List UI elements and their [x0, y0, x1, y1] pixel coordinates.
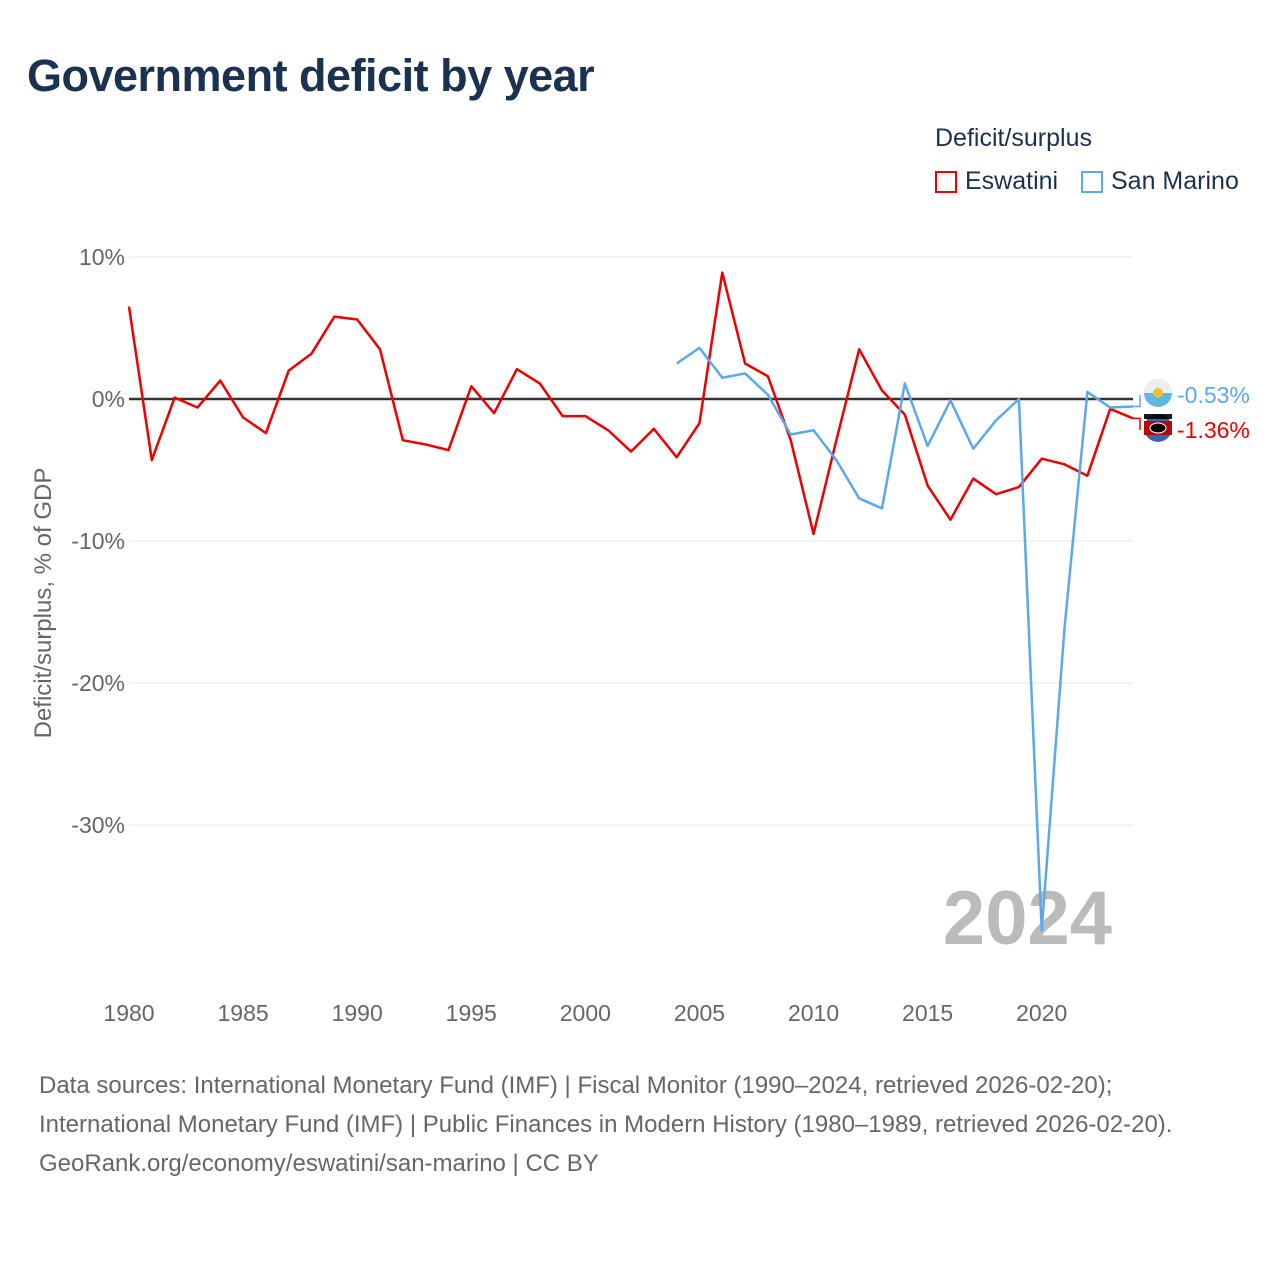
flag-eswatini-icon — [1144, 414, 1172, 442]
x-tick-label: 1995 — [446, 1000, 497, 1026]
x-tick-label: 2000 — [560, 1000, 611, 1026]
label-connector — [1133, 417, 1141, 430]
x-tick-label: 1990 — [332, 1000, 383, 1026]
y-tick-label: -30% — [71, 812, 125, 838]
y-tick-label: 0% — [92, 386, 125, 412]
source-text: Data sources: International Monetary Fun… — [39, 1072, 1173, 1138]
legend-title: Deficit/surplus — [935, 124, 1092, 152]
flag-san-marino-icon — [1144, 379, 1172, 407]
legend-item-san-marino[interactable]: San Marino — [1081, 167, 1239, 196]
source-note: Data sources: International Monetary Fun… — [39, 1066, 1249, 1183]
x-tick-label: 2015 — [902, 1000, 953, 1026]
x-tick-label: 2020 — [1016, 1000, 1067, 1026]
page-title: Government deficit by year — [27, 50, 595, 101]
legend-label-eswatini: Eswatini — [965, 167, 1059, 195]
line-chart: 10% 0% -10% -20% -30% 1980 1985 1990 1995 2000 200… — [30, 244, 1250, 1026]
x-tick-label: 1985 — [218, 1000, 269, 1026]
legend-label-san-marino: San Marino — [1111, 167, 1239, 195]
x-tick-label: 1980 — [103, 1000, 154, 1026]
y-tick-label: 10% — [79, 244, 125, 270]
year-watermark: 2024 — [943, 876, 1112, 961]
label-connector — [1133, 395, 1141, 408]
series-line-eswatini — [127, 271, 1134, 536]
x-tick-label: 2010 — [788, 1000, 839, 1026]
legend-swatch-eswatini — [935, 170, 957, 193]
y-axis-label: Deficit/surplus, % of GDP — [30, 468, 57, 739]
legend-item-eswatini[interactable]: Eswatini — [935, 167, 1058, 196]
legend-swatch-san-marino — [1081, 170, 1103, 193]
x-tick-label: 2005 — [674, 1000, 725, 1026]
source-link[interactable]: GeoRank.org/economy/eswatini/san-marino … — [39, 1150, 599, 1177]
series-line-san-marino — [675, 346, 1134, 932]
y-tick-label: -20% — [71, 670, 125, 696]
end-value-label: -0.53% — [1177, 382, 1250, 408]
y-tick-label: -10% — [71, 528, 125, 554]
end-value-label: -1.36% — [1177, 417, 1250, 443]
